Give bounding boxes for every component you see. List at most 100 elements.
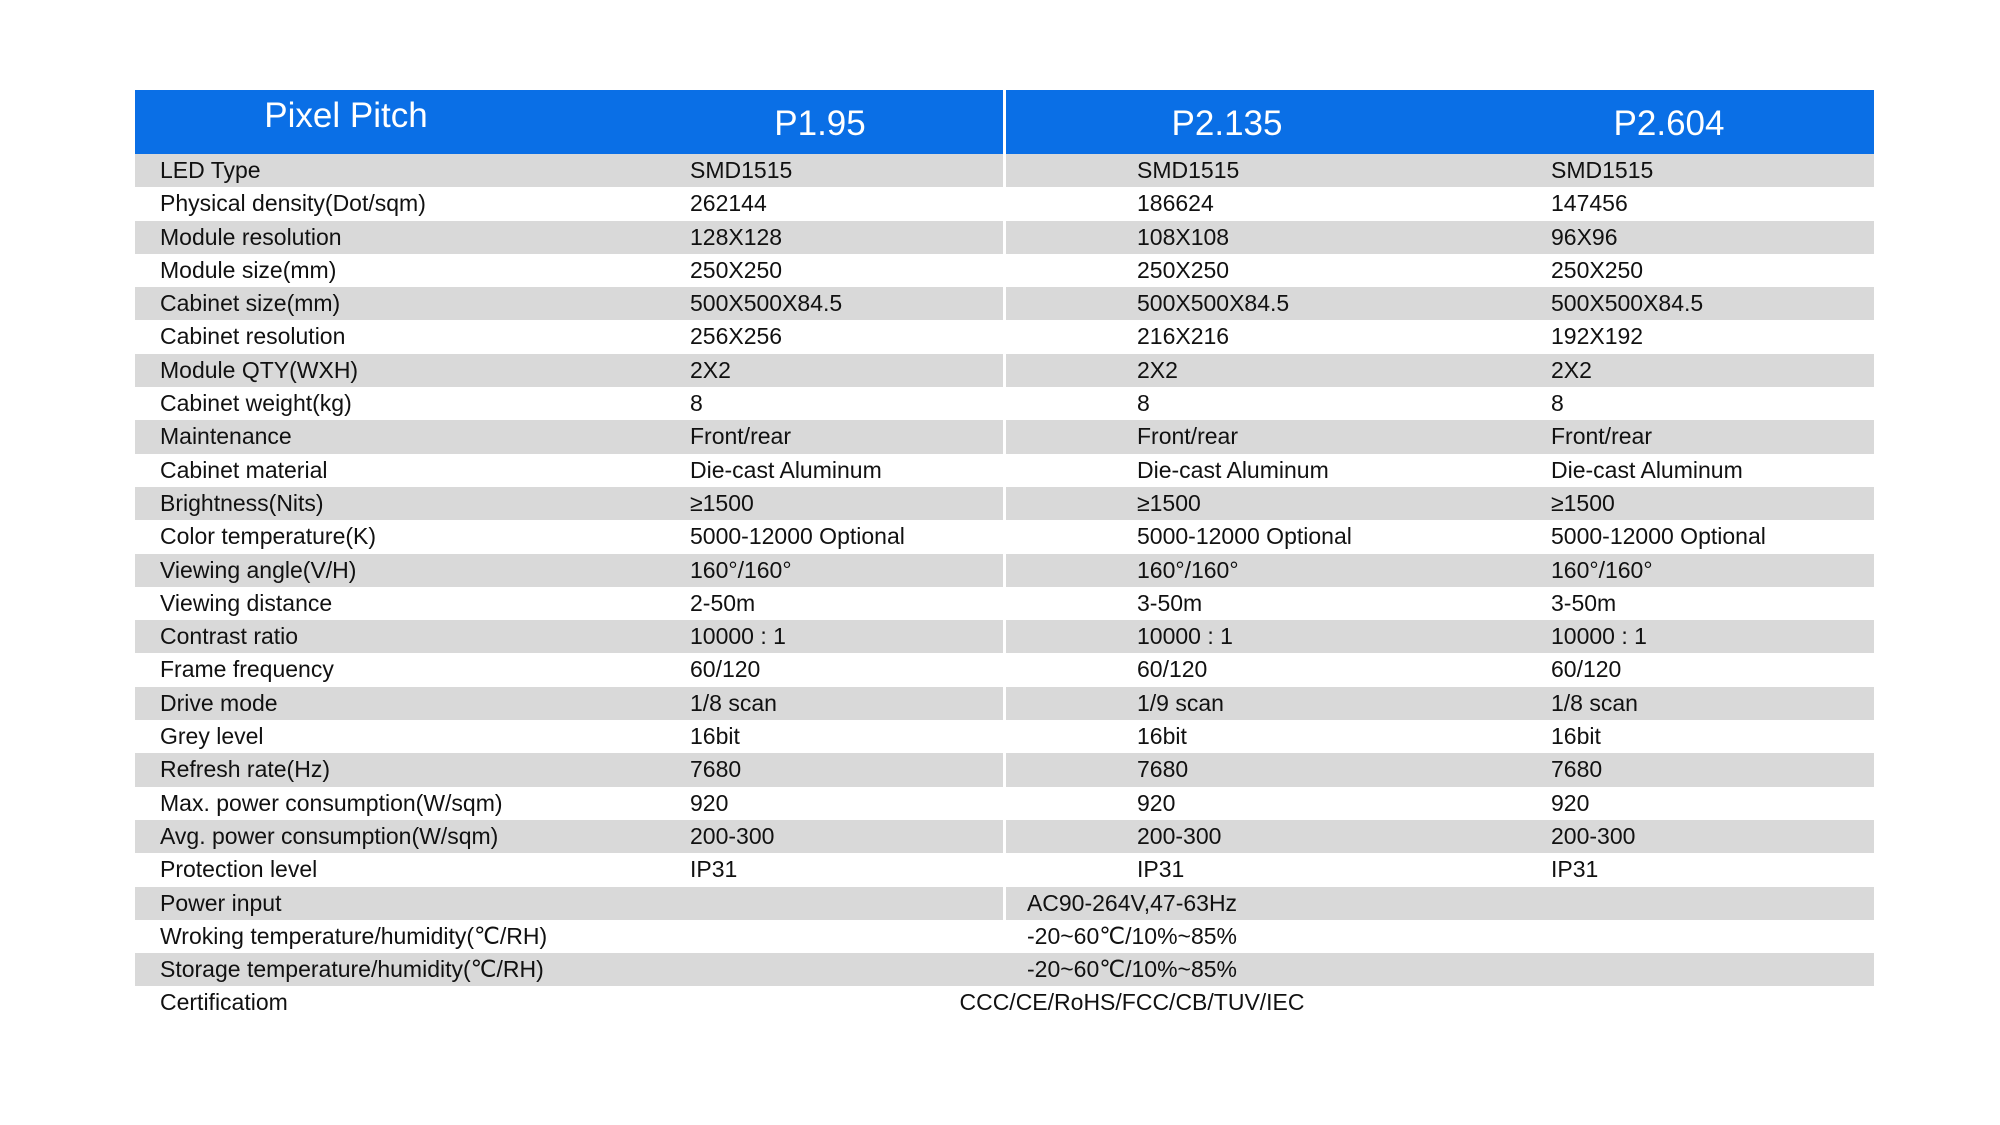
cell-value: 500X500X84.5 [690, 290, 843, 317]
cell-value: ≥1500 [1551, 489, 1615, 516]
cell-value: IP31 [690, 856, 738, 883]
cell-value: 1/8 scan [690, 689, 777, 716]
row-label: Brightness(Nits) [160, 489, 324, 516]
cell-value: SMD1515 [690, 157, 793, 183]
row-label: LED Type [160, 157, 261, 183]
column-divider [1003, 886, 1006, 920]
cell-value: 920 [690, 789, 729, 816]
table-row: Module QTY(WXH) 2X2 2X2 2X2 [135, 353, 1874, 388]
row-label: Maintenance [160, 423, 292, 450]
table-row: Viewing angle(V/H) 160°/160° 160°/160° 160°… [135, 553, 1874, 587]
cell-value: Die-cast Aluminum [690, 456, 882, 483]
cell-value: 250X250 [1137, 256, 1230, 283]
table-row: Brightness(Nits) ≥1500 ≥1500 ≥1500 [135, 486, 1874, 521]
column-divider [1003, 253, 1006, 288]
cell-value: 256X256 [690, 323, 783, 350]
table-row: Module size(mm) 250X250 250X250 250X250 [135, 253, 1874, 288]
cell-value: 3-50m [1137, 589, 1203, 616]
cell-value: 1/9 scan [1137, 689, 1224, 716]
cell-value: 10000 : 1 [1137, 623, 1233, 650]
column-divider [1003, 753, 1006, 787]
column-divider [1003, 486, 1006, 521]
cell-value: 60/120 [690, 656, 761, 683]
column-divider [1003, 853, 1006, 887]
row-label: Power input [160, 889, 282, 916]
table-row: Avg. power consumption(W/sqm) 200-300 200-… [135, 819, 1874, 854]
column-divider [1003, 387, 1006, 421]
cell-value: 16bit [1551, 723, 1601, 750]
column-divider [1003, 686, 1006, 721]
merged-value: AC90-264V,47-63Hz [1026, 889, 1238, 916]
table-row: Cabinet material Die-cast Aluminum Die-cas… [135, 453, 1874, 487]
cell-value: 500X500X84.5 [1137, 290, 1290, 317]
cell-value: IP31 [1137, 856, 1185, 883]
table-row: Maintenance Front/rear Front/rear Front/rea… [135, 420, 1874, 454]
merged-value: CCC/CE/RoHS/FCC/CB/TUV/IEC [959, 989, 1305, 1016]
row-label: Wroking temperature/humidity(℃/RH) [160, 922, 548, 949]
cell-value: 60/120 [1137, 656, 1208, 683]
table-row: Cabinet weight(kg) 8 8 8 [135, 387, 1874, 421]
cell-value: Die-cast Aluminum [1137, 456, 1329, 483]
row-label: Max. power consumption(W/sqm) [160, 789, 503, 816]
row-label: Cabinet weight(kg) [160, 390, 352, 417]
cell-value: 192X192 [1551, 323, 1644, 350]
cell-value: 250X250 [1551, 256, 1644, 283]
row-label: Module QTY(WXH) [160, 356, 359, 383]
column-divider [1003, 353, 1006, 388]
row-label: Physical density(Dot/sqm) [160, 190, 426, 217]
cell-value: 10000 : 1 [690, 623, 786, 650]
cell-value: 128X128 [690, 223, 783, 250]
cell-value: 10000 : 1 [1551, 623, 1647, 650]
table-row: Certificatiom CCC/CE/RoHS/FCC/CB/TUV/IEC [135, 986, 1874, 1019]
cell-value: 186624 [1137, 190, 1214, 217]
row-label: Avg. power consumption(W/sqm) [160, 822, 499, 849]
header-p2-604: P2.604 [1613, 104, 1725, 143]
cell-value: 200-300 [690, 822, 775, 849]
column-divider [1003, 553, 1006, 587]
cell-value: 262144 [690, 190, 767, 217]
column-divider [1003, 786, 1006, 820]
cell-value: 2X2 [690, 356, 731, 383]
row-label: Grey level [160, 723, 264, 750]
cell-value: 2X2 [1137, 356, 1178, 383]
row-label: Protection level [160, 856, 318, 883]
cell-value: 96X96 [1551, 223, 1618, 250]
table-row: Color temperature(K) 5000-12000 Optional 5… [135, 520, 1874, 554]
row-label: Cabinet resolution [160, 323, 346, 350]
column-divider [1003, 720, 1006, 754]
table-row: Grey level 16bit 16bit 16bit [135, 720, 1874, 754]
table-row: Protection level IP31 IP31 IP31 [135, 853, 1874, 887]
row-label: Module size(mm) [160, 256, 337, 283]
cell-value: 216X216 [1137, 323, 1230, 350]
cell-value: 5000-12000 Optional [690, 523, 905, 550]
cell-value: 5000-12000 Optional [1551, 523, 1766, 550]
column-divider [1003, 520, 1006, 554]
cell-value: 16bit [690, 723, 740, 750]
column-divider [1003, 90, 1006, 154]
cell-value: 8 [690, 390, 703, 417]
merged-value: -20~60℃/10%~85% [1027, 922, 1237, 949]
cell-value: 920 [1551, 789, 1590, 816]
table-row: Frame frequency 60/120 60/120 60/120 [135, 653, 1874, 687]
cell-value: 147456 [1551, 190, 1628, 217]
table-row: Storage temperature/humidity(℃/RH) -20~60… [135, 953, 1874, 987]
column-divider [1003, 819, 1006, 854]
table-row: Refresh rate(Hz) 7680 7680 7680 [135, 753, 1874, 787]
cell-value: 200-300 [1551, 822, 1636, 849]
column-divider [1003, 620, 1006, 654]
table-header: Pixel Pitch P1.95 P2.135 P2.604 [135, 90, 1874, 154]
row-label: Cabinet material [160, 456, 328, 483]
cell-value: IP31 [1551, 856, 1599, 883]
cell-value: 3-50m [1551, 589, 1617, 616]
table-row: Viewing distance 2-50m 3-50m 3-50m [135, 586, 1874, 621]
column-divider [1003, 154, 1006, 188]
merged-value: -20~60℃/10%~85% [1027, 956, 1237, 983]
table-row: Cabinet resolution 256X256 216X216 192X192 [135, 320, 1874, 354]
column-divider [1003, 653, 1006, 687]
cell-value: 16bit [1137, 723, 1187, 750]
row-label: Viewing distance [160, 589, 333, 616]
column-divider [1003, 453, 1006, 487]
cell-value: ≥1500 [1137, 489, 1201, 516]
row-label: Color temperature(K) [160, 523, 377, 550]
cell-value: 160°/160° [1551, 556, 1653, 583]
